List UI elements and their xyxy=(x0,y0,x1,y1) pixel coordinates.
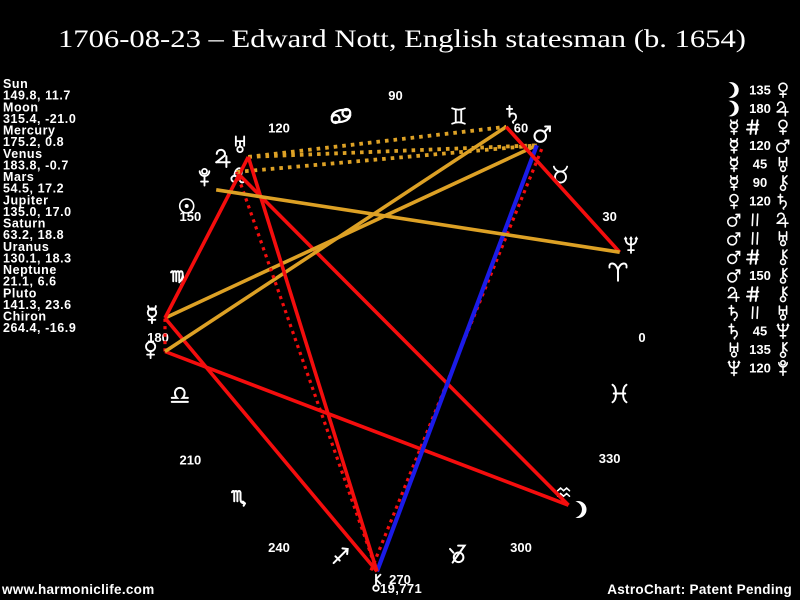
svg-text:Mars: Mars xyxy=(3,170,34,184)
svg-text:63.2, 18.8: 63.2, 18.8 xyxy=(3,228,64,242)
svg-text:www.harmoniclife.com: www.harmoniclife.com xyxy=(1,582,155,597)
svg-text:180: 180 xyxy=(749,101,771,116)
svg-text:240: 240 xyxy=(268,540,290,555)
svg-text:264.4, -16.9: 264.4, -16.9 xyxy=(3,321,76,335)
svg-text:Uranus: Uranus xyxy=(3,240,49,254)
svg-text:45: 45 xyxy=(753,157,767,172)
svg-text:135: 135 xyxy=(749,82,771,97)
svg-text:Mercury: Mercury xyxy=(3,124,55,138)
svg-text:130.1, 18.3: 130.1, 18.3 xyxy=(3,252,72,266)
svg-text:120: 120 xyxy=(749,194,771,209)
svg-text:315.4, -21.0: 315.4, -21.0 xyxy=(3,112,76,126)
svg-text:Venus: Venus xyxy=(3,147,43,161)
svg-text:150: 150 xyxy=(749,268,771,283)
svg-text:19,771: 19,771 xyxy=(380,581,422,596)
svg-text:Moon: Moon xyxy=(3,100,39,114)
svg-text:1706-08-23 – Edward Nott, Engl: 1706-08-23 – Edward Nott, English states… xyxy=(58,26,746,53)
svg-text:Jupiter: Jupiter xyxy=(3,193,49,207)
svg-text:Saturn: Saturn xyxy=(3,217,46,231)
svg-text:120: 120 xyxy=(268,121,290,136)
svg-text:54.5, 17.2: 54.5, 17.2 xyxy=(3,182,64,196)
svg-text:175.2, 0.8: 175.2, 0.8 xyxy=(3,135,64,149)
svg-text:149.8, 11.7: 149.8, 11.7 xyxy=(3,89,71,103)
svg-text:300: 300 xyxy=(510,540,532,555)
svg-text:270: 270 xyxy=(389,572,411,587)
svg-text:Pluto: Pluto xyxy=(3,286,37,300)
svg-text:45: 45 xyxy=(753,323,767,338)
svg-text:135.0, 17.0: 135.0, 17.0 xyxy=(3,205,72,219)
svg-text:120: 120 xyxy=(749,361,771,376)
svg-text:30: 30 xyxy=(602,209,616,224)
svg-text:0: 0 xyxy=(638,330,645,345)
svg-text:330: 330 xyxy=(599,451,621,466)
svg-text:210: 210 xyxy=(180,453,202,468)
svg-text:90: 90 xyxy=(753,175,767,190)
svg-text:120: 120 xyxy=(749,138,771,153)
svg-text:Neptune: Neptune xyxy=(3,263,57,277)
svg-text:AstroChart: Patent Pending: AstroChart: Patent Pending xyxy=(607,582,792,597)
svg-text:183.8, -0.7: 183.8, -0.7 xyxy=(3,158,69,172)
svg-text:60: 60 xyxy=(514,121,528,136)
svg-text:90: 90 xyxy=(388,88,402,103)
svg-text:21.1, 6.6: 21.1, 6.6 xyxy=(3,275,57,289)
svg-text:Sun: Sun xyxy=(3,77,28,91)
svg-text:141.3, 23.6: 141.3, 23.6 xyxy=(3,298,72,312)
svg-text:Chiron: Chiron xyxy=(3,310,47,324)
svg-text:135: 135 xyxy=(749,342,771,357)
